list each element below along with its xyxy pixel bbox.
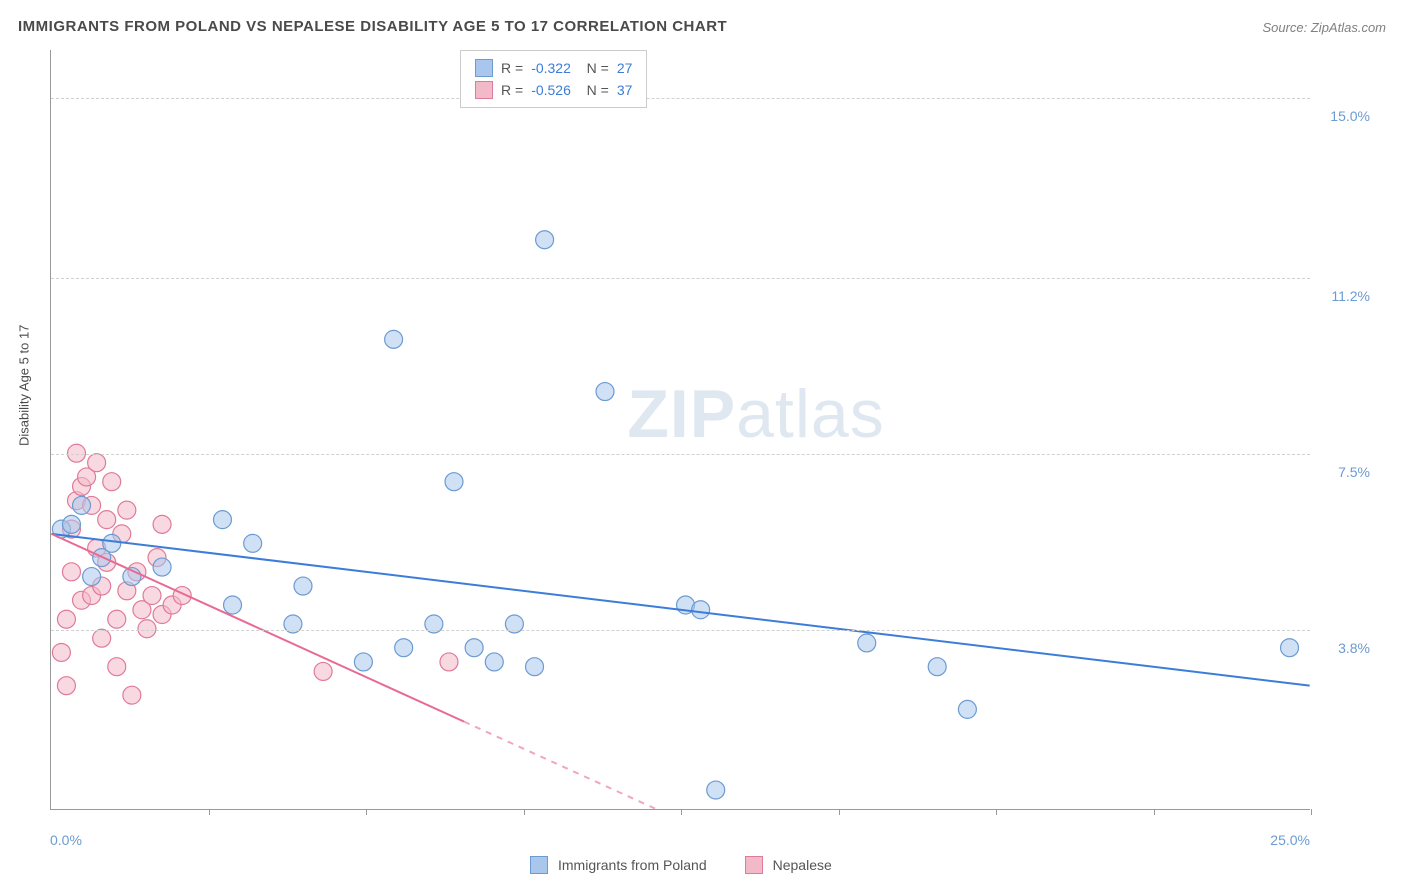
gridline: [51, 454, 1310, 455]
data-point: [98, 511, 116, 529]
correlation-legend: R = -0.322 N = 27 R = -0.526 N = 37: [460, 50, 647, 108]
data-point: [354, 653, 372, 671]
data-point: [113, 525, 131, 543]
data-point: [93, 629, 111, 647]
data-point: [153, 515, 171, 533]
swatch-poland-bottom: [530, 856, 548, 874]
chart-title: IMMIGRANTS FROM POLAND VS NEPALESE DISAB…: [18, 18, 727, 35]
data-point: [224, 596, 242, 614]
data-point: [692, 601, 710, 619]
data-point: [83, 496, 101, 514]
data-point: [314, 662, 332, 680]
data-point: [128, 563, 146, 581]
data-point: [244, 534, 262, 552]
plot-area: ZIPatlas 3.8%7.5%11.2%15.0%: [50, 50, 1310, 810]
data-point: [93, 549, 111, 567]
data-point: [73, 496, 91, 514]
data-point: [707, 781, 725, 799]
data-point: [83, 587, 101, 605]
gridline: [51, 630, 1310, 631]
data-point: [395, 639, 413, 657]
data-point: [440, 653, 458, 671]
data-point: [526, 658, 544, 676]
chart-svg: [51, 50, 1310, 809]
y-tick-label: 3.8%: [1338, 640, 1370, 656]
data-point: [143, 587, 161, 605]
gridline: [51, 98, 1310, 99]
data-point: [163, 596, 181, 614]
x-tick: [839, 809, 840, 815]
x-tick: [1311, 809, 1312, 815]
data-point: [73, 591, 91, 609]
y-axis-label: Disability Age 5 to 17: [17, 325, 32, 446]
trend-line: [51, 534, 464, 722]
trend-line: [51, 534, 1309, 686]
data-point: [57, 610, 75, 628]
data-point: [213, 511, 231, 529]
data-point: [103, 534, 121, 552]
x-max-label: 25.0%: [1270, 832, 1310, 848]
x-tick: [681, 809, 682, 815]
data-point: [62, 520, 80, 538]
legend-label-poland: Immigrants from Poland: [558, 857, 707, 873]
data-point: [78, 468, 96, 486]
x-tick: [1154, 809, 1155, 815]
data-point: [133, 601, 151, 619]
y-tick-label: 11.2%: [1331, 288, 1370, 304]
data-point: [677, 596, 695, 614]
legend-label-nepalese: Nepalese: [773, 857, 832, 873]
data-point: [83, 568, 101, 586]
data-point: [88, 454, 106, 472]
data-point: [68, 492, 86, 510]
swatch-poland: [475, 59, 493, 77]
x-tick: [524, 809, 525, 815]
data-point: [1281, 639, 1299, 657]
data-point: [153, 606, 171, 624]
data-point: [123, 568, 141, 586]
x-tick: [996, 809, 997, 815]
data-point: [596, 383, 614, 401]
x-tick: [209, 809, 210, 815]
data-point: [108, 610, 126, 628]
data-point: [485, 653, 503, 671]
data-point: [148, 549, 166, 567]
data-point: [52, 520, 70, 538]
data-point: [62, 515, 80, 533]
y-tick-label: 7.5%: [1338, 464, 1370, 480]
data-point: [858, 634, 876, 652]
data-point: [958, 700, 976, 718]
legend-row-poland: R = -0.322 N = 27: [475, 57, 632, 79]
data-point: [928, 658, 946, 676]
data-point: [93, 577, 111, 595]
data-point: [98, 553, 116, 571]
data-point: [118, 582, 136, 600]
swatch-nepalese-bottom: [745, 856, 763, 874]
data-point: [108, 658, 126, 676]
data-point: [88, 539, 106, 557]
data-point: [173, 587, 191, 605]
x-min-label: 0.0%: [50, 832, 82, 848]
trend-line-dashed: [464, 722, 781, 809]
data-point: [465, 639, 483, 657]
y-tick-label: 15.0%: [1330, 108, 1370, 124]
source-attribution: Source: ZipAtlas.com: [1262, 20, 1386, 35]
data-point: [103, 473, 121, 491]
data-point: [57, 677, 75, 695]
x-tick: [366, 809, 367, 815]
data-point: [385, 330, 403, 348]
data-point: [445, 473, 463, 491]
gridline: [51, 278, 1310, 279]
watermark: ZIPatlas: [627, 375, 884, 453]
swatch-nepalese: [475, 81, 493, 99]
series-legend: Immigrants from Poland Nepalese: [530, 856, 832, 874]
data-point: [62, 563, 80, 581]
data-point: [123, 686, 141, 704]
data-point: [52, 643, 70, 661]
data-point: [536, 231, 554, 249]
legend-row-nepalese: R = -0.526 N = 37: [475, 79, 632, 101]
data-point: [118, 501, 136, 519]
data-point: [153, 558, 171, 576]
data-point: [294, 577, 312, 595]
data-point: [73, 477, 91, 495]
